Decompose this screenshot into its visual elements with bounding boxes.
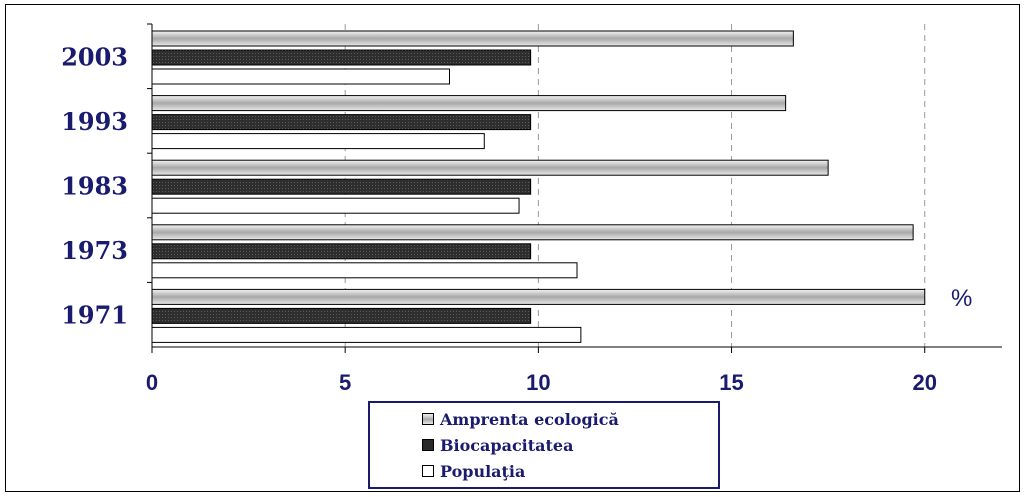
bar-chart: 0 5 10 15 20 2003 1993 1983 1973 1971%: [61, 23, 1002, 395]
legend-swatch-amprenta: [422, 413, 434, 425]
legend-item-biocapacitatea: Biocapacitatea: [422, 432, 718, 458]
legend-item-populatia: Populaţia: [422, 458, 718, 484]
bar: [151, 262, 578, 279]
legend-label-biocapacitatea: Biocapacitatea: [440, 435, 574, 455]
legend-swatch-biocapacitatea: [422, 439, 434, 451]
legend-swatch-populatia: [422, 465, 434, 477]
legend-label-populatia: Populaţia: [440, 461, 526, 481]
x-tick-label: 0: [146, 370, 158, 395]
bar: [151, 326, 582, 343]
bar: [151, 95, 787, 112]
bar: [151, 178, 532, 195]
bar: [151, 224, 914, 241]
unit-label: %: [951, 285, 972, 312]
bar: [151, 243, 532, 260]
x-tick-label: 5: [339, 370, 351, 395]
x-tick-label: 15: [719, 370, 743, 395]
bar: [151, 288, 926, 305]
bar: [151, 68, 450, 85]
bar: [151, 133, 485, 150]
bar: [151, 30, 794, 47]
x-tick-label: 10: [526, 370, 550, 395]
bar: [151, 307, 532, 324]
bar: [151, 114, 532, 131]
y-tick-label: 1993: [61, 107, 128, 136]
y-tick-label: 1983: [61, 172, 128, 201]
chart-frame: 0 5 10 15 20 2003 1993 1983 1973 1971% Amprenta e…: [5, 4, 1020, 492]
legend-item-amprenta: Amprenta ecologică: [422, 406, 718, 432]
y-tick-label: 1971: [61, 301, 128, 330]
legend-label-amprenta: Amprenta ecologică: [440, 409, 619, 429]
bar: [151, 49, 532, 66]
bar: [151, 197, 520, 214]
legend: Amprenta ecologică Biocapacitatea Popula…: [368, 401, 720, 489]
bar: [151, 159, 829, 176]
y-tick-label: 1973: [61, 236, 128, 265]
x-tick-label: 20: [912, 370, 936, 395]
y-tick-label: 2003: [61, 42, 128, 71]
